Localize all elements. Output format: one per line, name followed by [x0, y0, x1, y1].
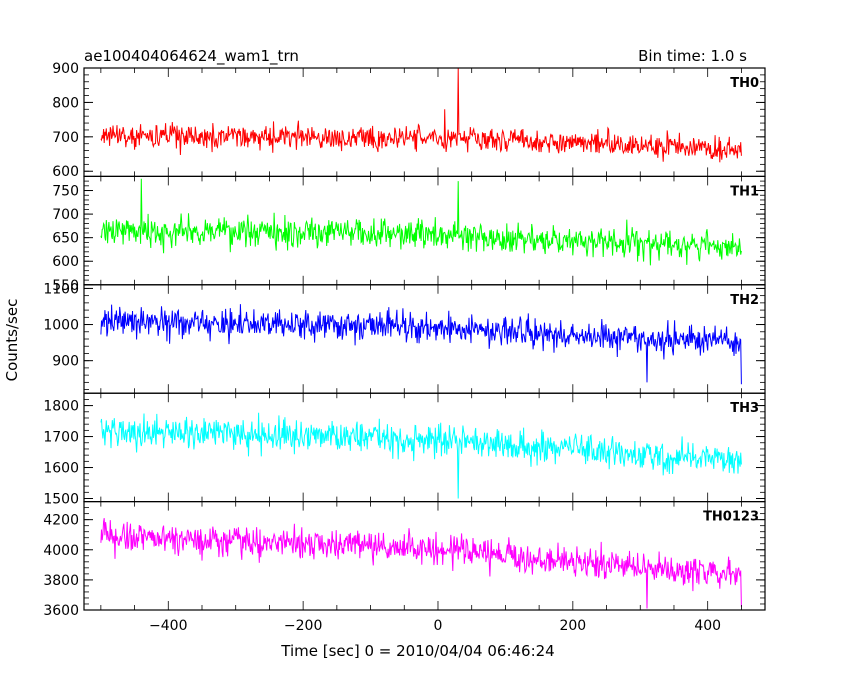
y-tick-label: 600 [52, 164, 79, 180]
panel-label: TH0123 [703, 510, 759, 525]
panel-th0: 600 700 800 900 TH0 [52, 61, 766, 180]
y-tick-label: 1700 [43, 430, 79, 446]
y-tick-label: 900 [52, 354, 79, 370]
y-tick-label: 650 [52, 231, 79, 247]
x-axis-label: Time [sec] 0 = 2010/04/04 06:46:24 [280, 642, 554, 660]
y-tick-label: 1100 [43, 281, 79, 297]
series-line-th3 [100, 412, 742, 499]
y-tick-label: 3800 [43, 573, 79, 589]
y-tick-label: 700 [52, 130, 79, 146]
x-axis: −400 −200 0 200 400 [149, 618, 721, 634]
y-tick-label: 700 [52, 207, 79, 223]
series-line-th1 [100, 178, 742, 266]
panel-frame [83, 501, 766, 611]
chart-title: ae100404064624_wam1_trn [84, 47, 299, 66]
series-line-th0 [100, 68, 742, 163]
y-tick-label: 750 [52, 184, 79, 200]
x-tick-label: 400 [694, 618, 721, 634]
series-line-th2 [100, 304, 742, 385]
y-tick-label: 800 [52, 95, 79, 111]
y-tick-label: 1800 [43, 399, 79, 415]
panel-th1: 550 600 650 700 750 TH1 [52, 175, 766, 294]
y-tick-label: 1600 [43, 461, 79, 477]
series-line-th0123 [100, 518, 742, 609]
y-tick-label: 4200 [43, 513, 79, 529]
y-tick-label: 1500 [43, 492, 79, 508]
panel-th3: 1500 1600 1700 1800 TH3 [43, 392, 766, 508]
panel-label: TH0 [730, 76, 759, 91]
x-tick-label: 0 [434, 618, 443, 634]
x-tick-label: −400 [149, 618, 187, 634]
y-tick-label: 600 [52, 254, 79, 270]
bin-time-label: Bin time: 1.0 s [638, 47, 747, 65]
panel-label: TH2 [730, 293, 759, 308]
y-axis-label: Counts/sec [3, 299, 21, 382]
panel-th0123: 3600 3800 4000 4200 TH0123 [43, 501, 766, 619]
y-tick-label: 550 [52, 278, 79, 294]
y-tick-label: 1000 [43, 318, 79, 334]
panels-group: 600 700 800 900 TH0 550 600 650 700 750 TH1 900 1000… [43, 61, 766, 619]
panel-label: TH3 [730, 401, 759, 416]
x-tick-label: −200 [284, 618, 322, 634]
y-tick-label: 3600 [43, 603, 79, 619]
panel-th2: 900 1000 1100 TH2 [43, 281, 766, 394]
panel-label: TH1 [730, 184, 759, 199]
y-tick-label: 4000 [43, 543, 79, 559]
y-tick-label: 900 [52, 61, 79, 77]
x-tick-label: 200 [559, 618, 586, 634]
